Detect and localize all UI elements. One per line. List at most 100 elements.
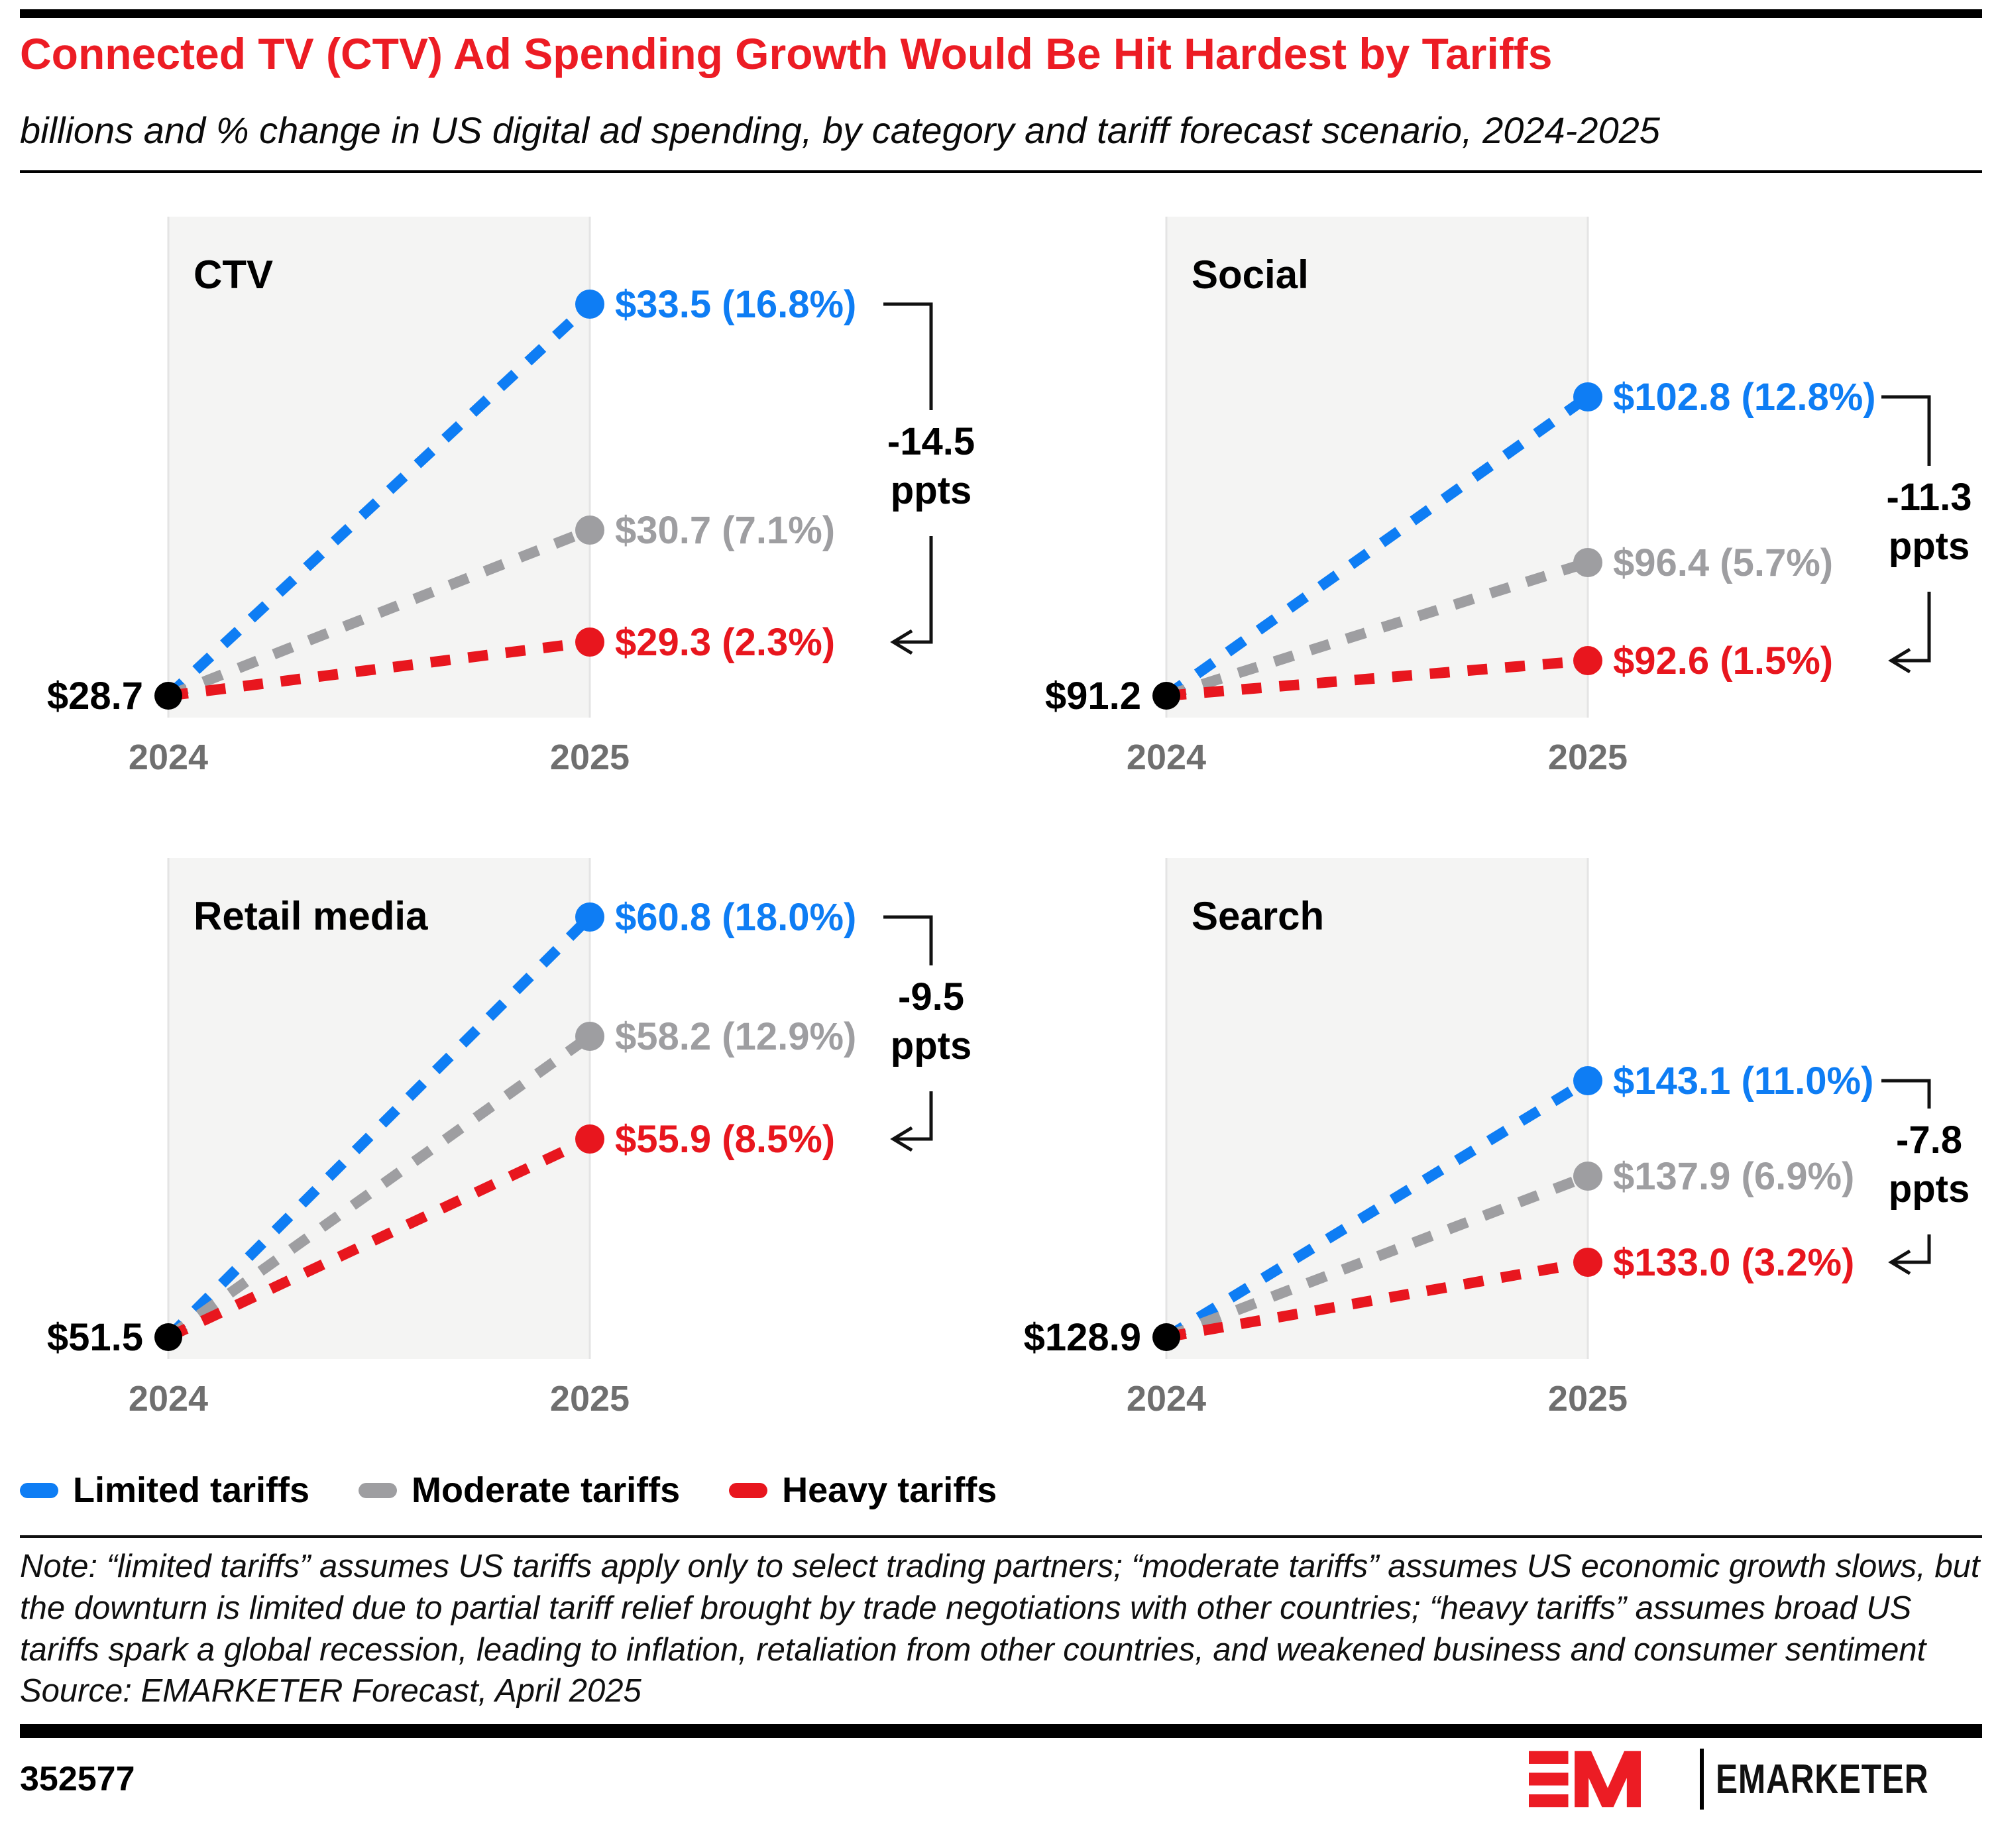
legend-item-moderate: Moderate tariffs [359,1470,680,1511]
scenario-line [166,1134,592,1342]
scenario-dot-2025 [1573,1066,1602,1096]
x-tick-2024: 2024 [1127,737,1206,777]
scenario-line [1165,1257,1589,1343]
scenario-line [165,1032,593,1342]
panels-grid: CTV 2024 2025 $33.5 (16.8%) $30.7 (7.1%) $29.… [20,207,1982,1445]
note-text: Note: “limited tariffs” assumes US tarif… [20,1549,1980,1668]
bracket-top [1881,1079,1931,1109]
bracket-bottom [895,1091,933,1141]
bracket-top [883,302,933,411]
bracket-bottom [895,536,933,644]
footer: 352577 EMARKETER [20,1746,1982,1812]
page-subtitle: billions and % change in US digital ad s… [20,109,1660,151]
bracket-arrowhead [890,1126,913,1152]
scenario-line [1166,655,1588,702]
scenario-value-label: $96.4 (5.7%) [1613,541,1833,584]
plot-band [1166,217,1588,718]
x-tick-2025: 2025 [1548,1379,1628,1419]
header-divider [20,170,1982,174]
legend-label: Heavy tariffs [782,1470,997,1511]
legend-label: Limited tariffs [73,1470,310,1511]
note-divider [20,1535,1982,1539]
x-tick-2025: 2025 [1548,737,1628,777]
legend: Limited tariffs Moderate tariffs Heavy t… [20,1469,1982,1511]
scenario-value-label: $92.6 (1.5%) [1613,639,1833,682]
x-tick-2024: 2024 [129,737,208,777]
delta-value: -7.8 [1896,1118,1962,1162]
x-tick-2024: 2024 [1127,1379,1206,1419]
scenario-dot-2025 [1573,646,1602,676]
base-dot-2024 [154,1323,182,1352]
scenario-value-label: $33.5 (16.8%) [615,283,856,326]
scenario-value-label: $137.9 (6.9%) [1613,1155,1854,1198]
logo-divider [1700,1749,1704,1810]
base-dot-2024 [1152,682,1180,710]
delta-value: -14.5 [887,420,975,463]
bracket-bottom [1893,592,1931,663]
scenario-value-label: $60.8 (18.0%) [615,896,856,939]
plot-band [168,858,590,1360]
panel-title: Retail media [194,894,428,938]
base-value-label: $28.7 [47,675,143,718]
scenario-dot-2025 [575,290,604,319]
base-value-label: $51.5 [47,1316,143,1359]
panel-search: Search 2024 2025 $143.1 (11.0%) $137.9 (6.9%… [1024,858,1970,1419]
panel-title: Social [1192,252,1309,297]
scenario-value-label: $29.3 (2.3%) [615,621,835,664]
scenario-line [1163,1076,1591,1342]
legend-item-heavy: Heavy tariffs [729,1470,997,1511]
x-tick-2025: 2025 [550,737,630,777]
chart-id: 352577 [20,1760,135,1799]
delta-unit: ppts [891,1024,972,1067]
panel-title: CTV [194,252,273,297]
panel-ctv: CTV 2024 2025 $33.5 (16.8%) $30.7 (7.1%) $29.… [47,217,975,777]
panel-retail-media: Retail media 2024 2025 $60.8 (18.0%) $58.2 (… [47,858,972,1419]
scenario-value-label: $133.0 (3.2%) [1613,1241,1854,1284]
scenario-dot-2025 [1573,382,1602,412]
emarketer-monogram-icon [1529,1751,1641,1808]
scenario-dot-2025 [575,1124,604,1154]
delta-unit: ppts [1889,1168,1970,1211]
scenario-dot-2025 [1573,1248,1602,1277]
scenario-dot-2025 [575,902,604,932]
emarketer-logo: EMARKETER [1529,1746,1982,1812]
scenario-value-label: $102.8 (12.8%) [1613,376,1876,419]
logo-wordmark: EMARKETER [1716,1756,1929,1802]
scenario-line [167,637,591,702]
legend-label: Moderate tariffs [412,1470,681,1511]
scenario-value-label: $30.7 (7.1%) [615,509,835,552]
bracket-bottom [1893,1234,1931,1264]
bracket-arrowhead [1888,648,1911,674]
top-black-bar [20,9,1982,18]
bracket-arrowhead [890,629,913,655]
source-text: Source: EMARKETER Forecast, April 2025 [20,1673,641,1710]
chart-page: Connected TV (CTV) Ad Spending Growth Wo… [0,9,2002,1812]
scenario-line [164,913,594,1341]
base-value-label: $128.9 [1024,1316,1141,1359]
base-dot-2024 [1152,1323,1180,1352]
scenario-value-label: $143.1 (11.0%) [1613,1060,1873,1103]
delta-unit: ppts [891,469,972,512]
x-tick-2024: 2024 [129,1379,208,1419]
bracket-arrowhead [1888,1250,1911,1276]
panel-social: Social 2024 2025 $102.8 (12.8%) $96.4 (5.7%)… [1045,217,1972,777]
footer-black-bar [20,1724,1982,1739]
scenario-dot-2025 [575,627,604,657]
legend-item-limited: Limited tariffs [20,1470,309,1511]
scenario-dot-2025 [575,1022,604,1052]
page-title: Connected TV (CTV) Ad Spending Growth Wo… [20,29,1553,78]
scenario-value-label: $58.2 (12.9%) [615,1015,856,1058]
scenario-dot-2025 [575,516,604,545]
scenario-value-label: $55.9 (8.5%) [615,1118,835,1161]
scenario-dot-2025 [1573,548,1602,578]
delta-unit: ppts [1889,525,1970,568]
moderate-tariffs-swatch [359,1482,398,1498]
limited-tariffs-swatch [20,1482,58,1498]
heavy-tariffs-swatch [729,1482,768,1498]
delta-value: -9.5 [898,975,964,1018]
bracket-top [1881,395,1931,466]
scenario-dot-2025 [1573,1162,1602,1191]
bracket-top [883,915,933,966]
panel-title: Search [1192,894,1324,938]
x-tick-2025: 2025 [550,1379,630,1419]
